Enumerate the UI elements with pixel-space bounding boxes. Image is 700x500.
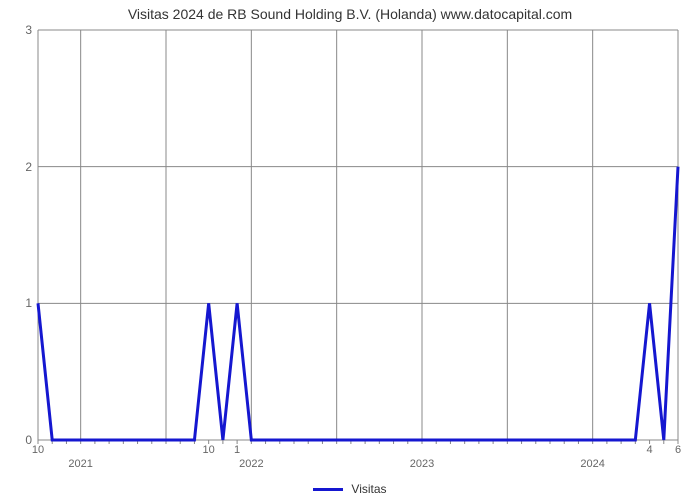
y-tick-label: 3 (25, 23, 32, 37)
chart-container: Visitas 2024 de RB Sound Holding B.V. (H… (0, 0, 700, 500)
legend-label: Visitas (351, 482, 386, 496)
chart-title: Visitas 2024 de RB Sound Holding B.V. (H… (0, 6, 700, 22)
x-tick-year-label: 2024 (580, 458, 604, 470)
x-tick-year-label: 2022 (239, 458, 263, 470)
x-tick-minor-label: 10 (32, 444, 44, 456)
x-tick-minor-label: 1 (234, 444, 240, 456)
x-tick-minor-label: 6 (675, 444, 681, 456)
legend-swatch (313, 488, 343, 491)
y-tick-label: 2 (25, 160, 32, 174)
y-tick-label: 1 (25, 296, 32, 310)
x-tick-year-label: 2021 (68, 458, 92, 470)
plot-svg (38, 30, 678, 440)
x-tick-year-label: 2023 (410, 458, 434, 470)
legend: Visitas (0, 482, 700, 496)
x-tick-minor-label: 10 (203, 444, 215, 456)
plot-area: 012310101462021202220232024 (38, 30, 678, 440)
x-tick-minor-label: 4 (646, 444, 652, 456)
